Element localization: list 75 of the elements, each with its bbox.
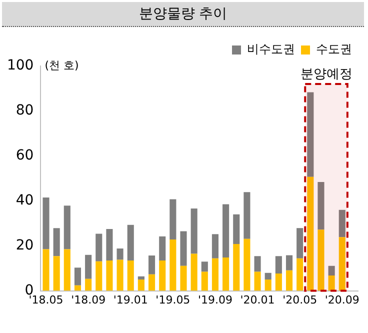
bar [318,230,324,291]
band-label: 분양예정 [300,66,352,82]
bar [148,256,156,274]
bar [328,266,335,276]
bar [53,228,60,256]
chart-title: 분양물량 추이 [2,2,364,27]
bar [328,276,335,291]
bar [212,258,219,291]
bar [180,231,187,266]
x-tick-label: '20.01 [240,293,275,306]
bar [201,272,208,291]
x-tick-label: '19.01 [113,293,148,306]
y-tick-label: 80 [16,102,34,119]
bar [170,199,176,240]
bar [96,234,102,262]
bar [85,254,92,279]
bar [159,236,166,260]
bar [127,260,134,291]
y-tick-label: 100 [6,58,34,74]
y-tick-label: 60 [16,148,34,164]
bar [296,258,304,291]
x-tick-label: '20.09 [324,293,360,306]
bar [244,192,250,239]
bar [106,228,113,260]
bar [212,234,219,258]
bar [53,256,60,291]
bar [138,280,144,291]
bar [286,255,293,270]
bar [64,206,70,250]
bar [180,266,187,291]
x-tick-label: '18.09 [71,293,106,306]
bar [233,244,240,291]
bar [170,240,176,291]
bar [201,262,208,272]
legend-label: 비수도권 [247,42,295,56]
bar [74,268,82,286]
bar [254,256,261,272]
x-tick-label: '19.05 [156,293,190,306]
bar [286,270,293,291]
bar [318,182,324,230]
bar [296,228,304,258]
x-tick-label: '20.05 [282,293,318,306]
bar [148,274,156,291]
bar [307,92,314,177]
bar [254,272,261,291]
bar [42,198,50,250]
x-tick-label: '19.09 [198,293,232,306]
bar [64,249,70,291]
bar [275,256,282,274]
bar [307,176,314,291]
y-tick-label: 40 [16,192,34,209]
bar [222,204,230,258]
y-axis-title: (천 호) [44,58,79,72]
bar [127,224,134,260]
bar [85,278,92,291]
y-tick-label: 20 [16,237,34,254]
bar [96,261,102,291]
bar [116,248,124,260]
bar [222,258,230,291]
bar [42,249,50,291]
bar [244,238,250,291]
bar [338,210,346,238]
bar [233,214,240,244]
bar [190,208,198,254]
bar [264,280,272,291]
bar [338,237,346,291]
bar [264,272,272,280]
bar [116,260,124,291]
bar [138,276,144,280]
bar [74,285,82,291]
bar [159,260,166,291]
legend-label: 수도권 [316,42,352,56]
bar [106,260,113,291]
bar [275,273,282,291]
bar [190,254,198,291]
